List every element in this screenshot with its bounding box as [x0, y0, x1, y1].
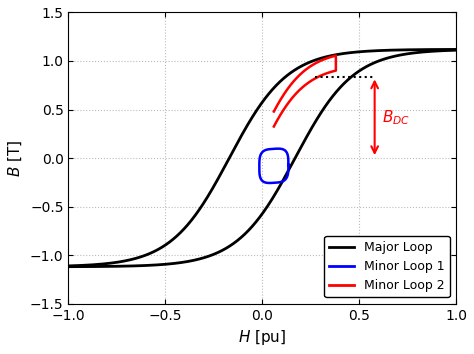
Text: $B_{DC}$: $B_{DC}$ — [383, 108, 410, 127]
Legend: Major Loop, Minor Loop 1, Minor Loop 2: Major Loop, Minor Loop 1, Minor Loop 2 — [324, 236, 450, 297]
Y-axis label: $B$ [T]: $B$ [T] — [7, 139, 24, 177]
X-axis label: $H$ [pu]: $H$ [pu] — [238, 328, 286, 347]
